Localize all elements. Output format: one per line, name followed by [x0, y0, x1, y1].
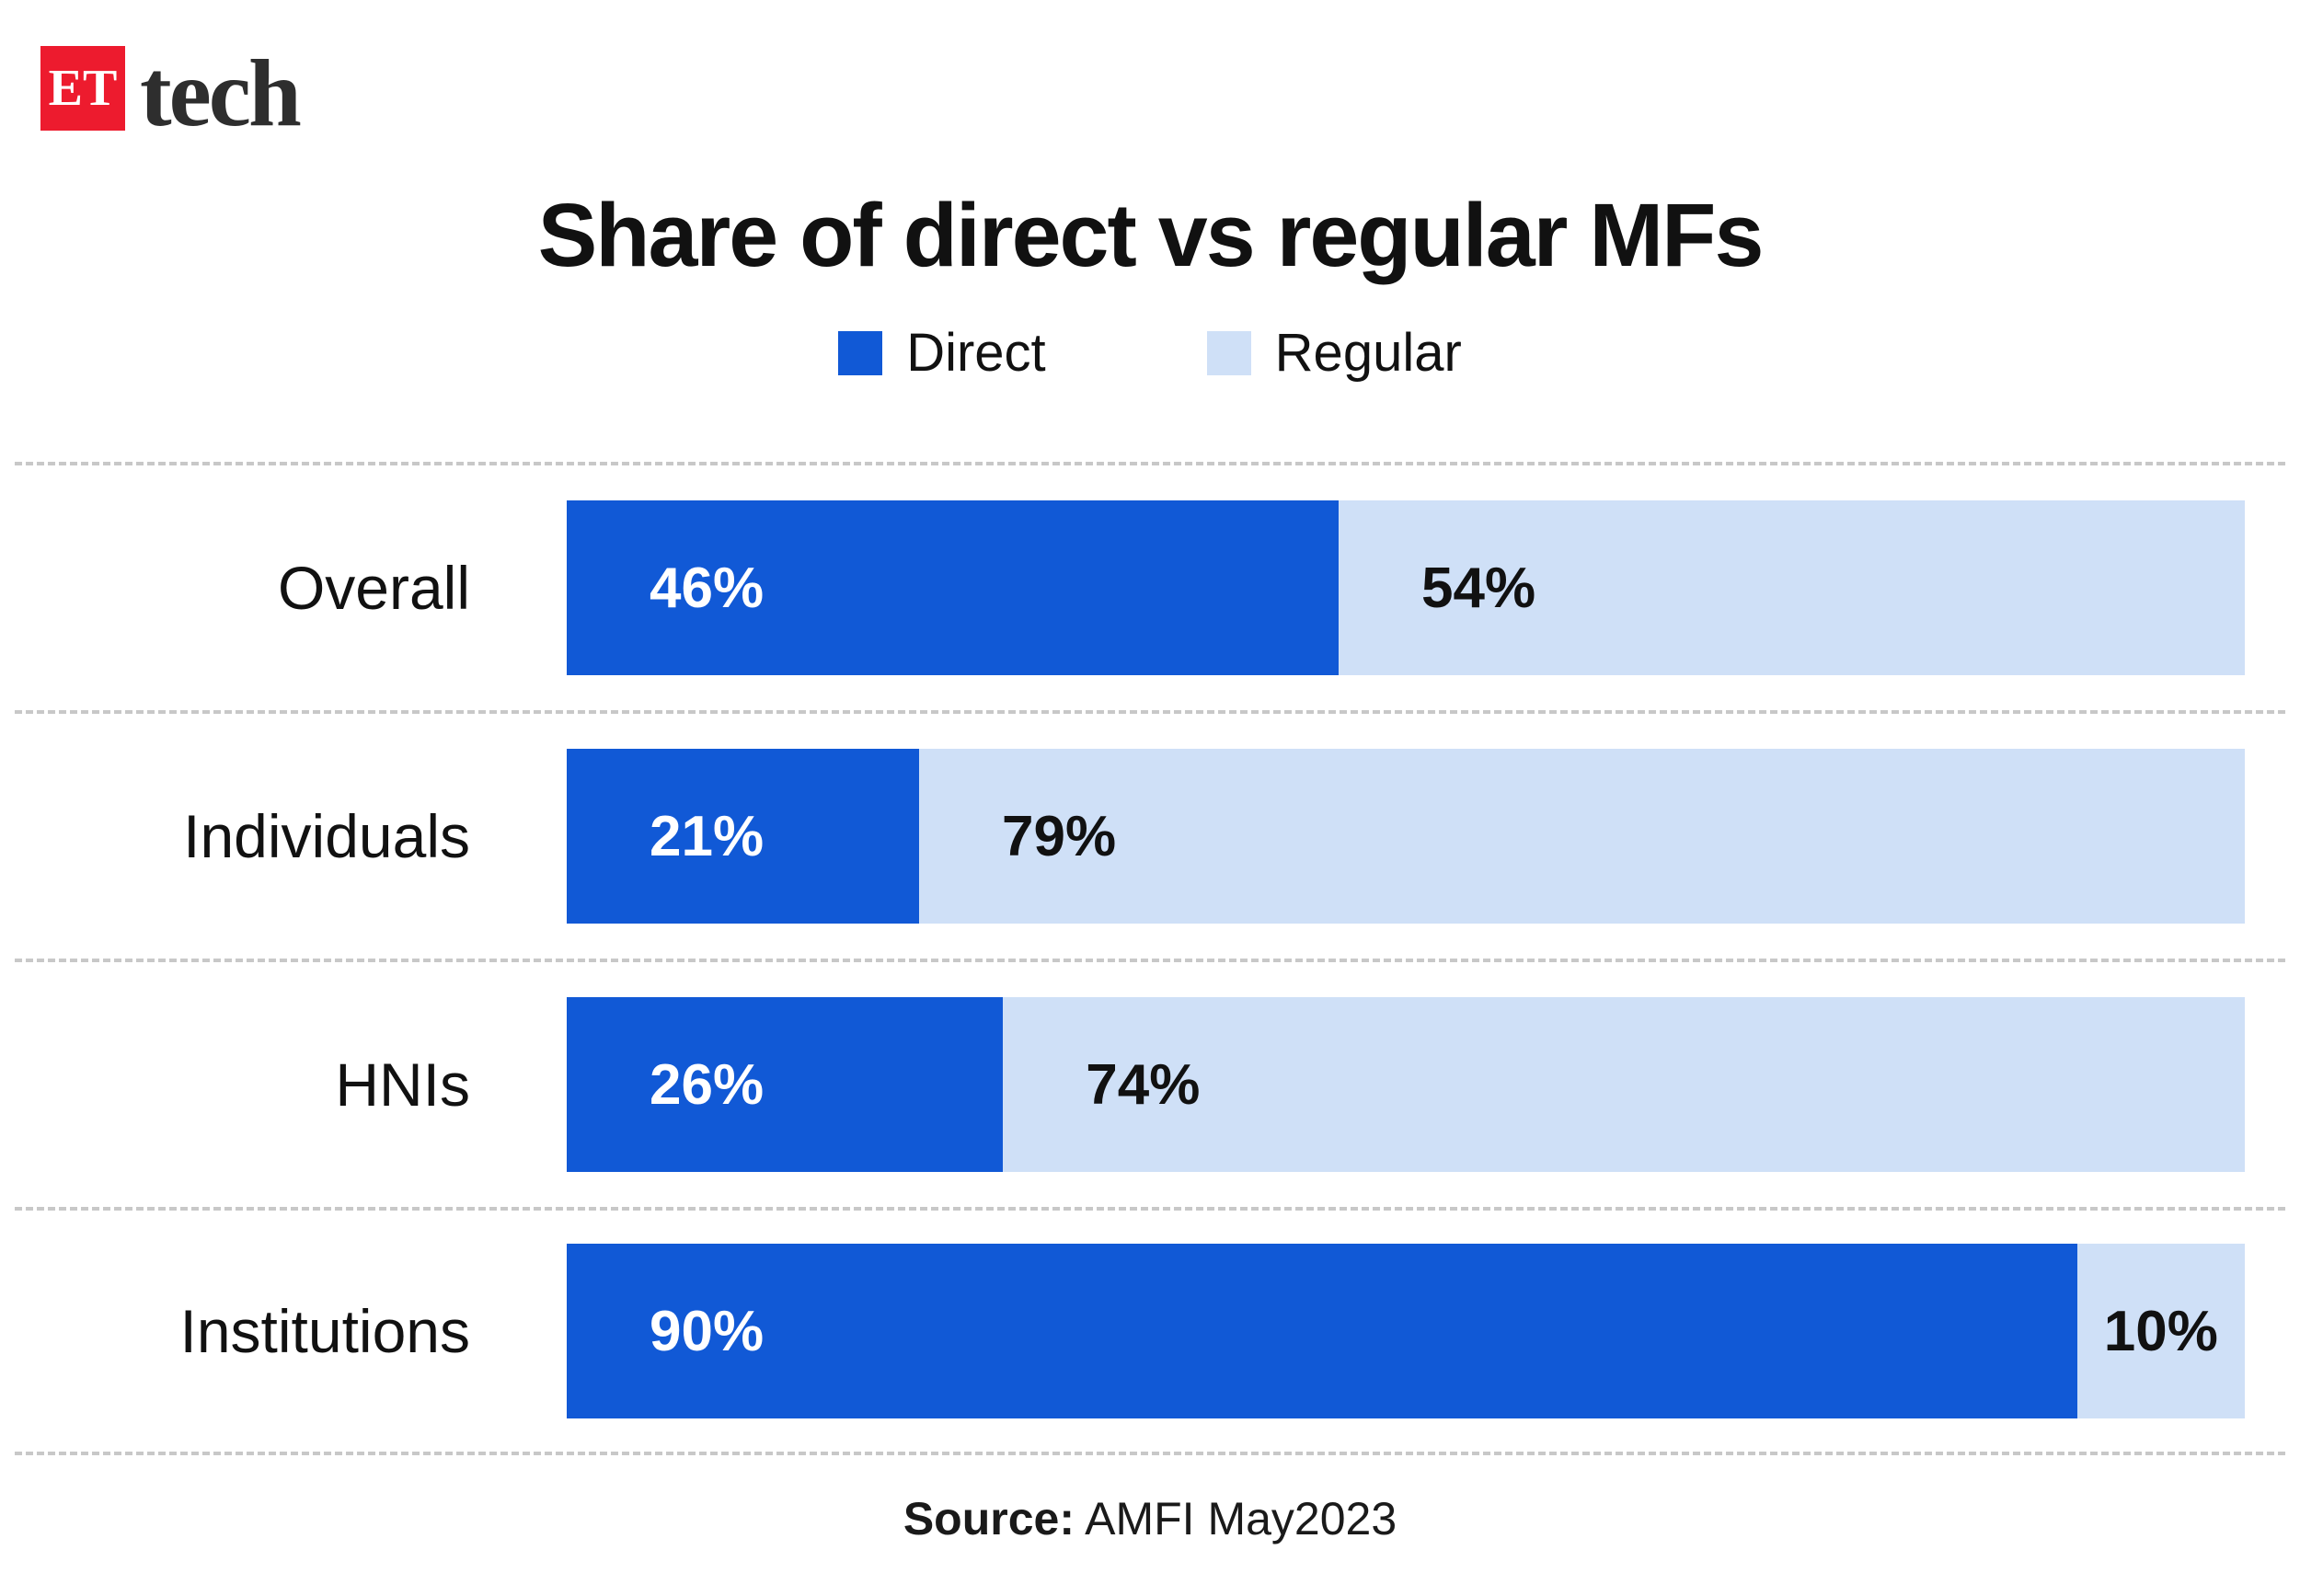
legend-item-regular: Regular: [1206, 322, 1462, 384]
row-label: Overall: [277, 554, 470, 622]
bar-value-regular: 10%: [2103, 1299, 2218, 1363]
chart: Overall 46% 54% Individuals 21% 79% HNIs…: [15, 462, 2285, 1455]
chart-row: Individuals 21% 79%: [15, 710, 2285, 959]
et-logo-text: ET: [48, 60, 118, 117]
et-logo: ET: [40, 46, 125, 131]
legend-label-direct: Direct: [906, 323, 1046, 383]
chart-title: Share of direct vs regular MFs: [537, 185, 1765, 285]
bar-value-regular: 74%: [1086, 1052, 1201, 1117]
bar-segment-regular: 74%: [1003, 997, 2245, 1172]
row-label: Institutions: [179, 1297, 471, 1365]
bar: 21% 79%: [567, 749, 2245, 924]
chart-row: HNIs 26% 74%: [15, 959, 2285, 1207]
et-tech-logo: ET tech: [40, 40, 2300, 146]
bar-value-regular: 54%: [1421, 556, 1536, 620]
bar-segment-regular: 79%: [919, 749, 2245, 924]
brand-name: tech: [140, 40, 302, 146]
source-text: Source: AMFI May2023: [0, 1492, 2300, 1545]
bar: 46% 54%: [567, 500, 2245, 675]
source-label: Source:: [903, 1493, 1075, 1544]
bar-segment-direct: 46%: [567, 500, 1340, 675]
bar: 26% 74%: [567, 997, 2245, 1172]
legend-item-direct: Direct: [838, 322, 1046, 384]
bar-segment-direct: 26%: [567, 997, 1004, 1172]
bar: 90% 10%: [567, 1244, 2245, 1418]
bar-segment-direct: 21%: [567, 749, 920, 924]
chart-rows: Overall 46% 54% Individuals 21% 79% HNIs…: [15, 462, 2285, 1455]
legend-swatch-regular: [1206, 330, 1251, 375]
bar-value-direct: 90%: [650, 1299, 765, 1363]
bar-segment-regular: 10%: [2076, 1244, 2245, 1418]
bar-value-direct: 21%: [650, 804, 765, 868]
legend: Direct Regular: [0, 322, 2300, 384]
source-value: AMFI May2023: [1085, 1493, 1397, 1544]
chart-row: Institutions 90% 10%: [15, 1207, 2285, 1455]
header: ET tech: [0, 0, 2300, 146]
row-label: Individuals: [183, 802, 470, 870]
row-label: HNIs: [335, 1051, 470, 1119]
bar-value-direct: 46%: [650, 556, 765, 620]
legend-label-regular: Regular: [1274, 323, 1462, 383]
bar-segment-regular: 54%: [1339, 500, 2245, 675]
bar-value-direct: 26%: [650, 1052, 765, 1117]
bar-value-regular: 79%: [1002, 804, 1117, 868]
bar-segment-direct: 90%: [567, 1244, 2077, 1418]
legend-swatch-direct: [838, 330, 883, 375]
chart-row: Overall 46% 54%: [15, 462, 2285, 710]
